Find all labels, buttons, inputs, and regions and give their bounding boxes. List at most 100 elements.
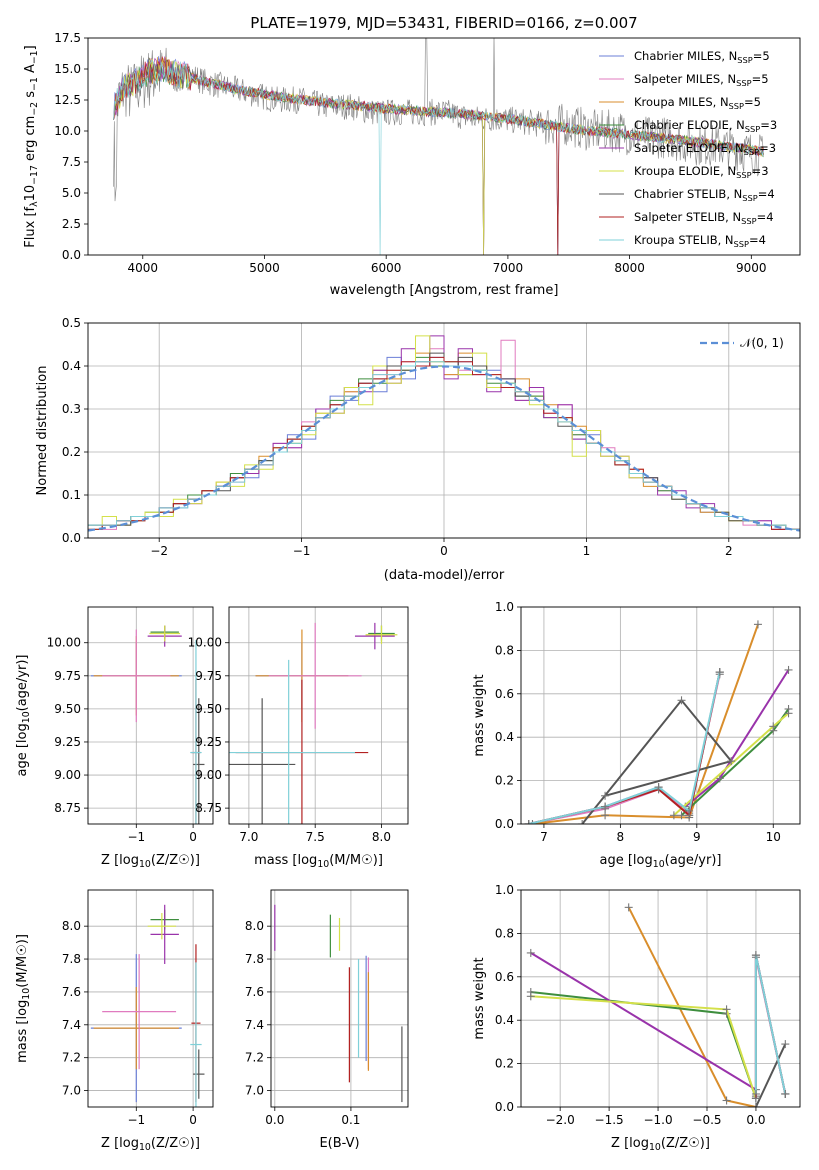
age-vs-z-ylabel: age [log10(age/yr)] <box>15 655 32 777</box>
weight-vs-z-ytick-label: 0.8 <box>495 926 514 940</box>
age-vs-mass-xlabel-part: mass [log <box>254 853 317 868</box>
age-vs-z-axes: −1 0 8.75 9.00 9.25 9.50 9.75 10.00 <box>47 607 213 844</box>
weight-vs-age-line <box>532 624 759 824</box>
residuals-axes: −2 −1 0 1 2 0.0 0.1 0.2 0.3 0.4 0.5 <box>62 316 800 558</box>
weight-vs-z-xlabel-part: Z [log <box>611 1136 649 1151</box>
age-vs-z-xtick-label: 0 <box>189 830 197 844</box>
mass-vs-z-xlabel-part: Z [log <box>101 1136 139 1151</box>
weight-vs-z-line <box>754 954 787 1095</box>
weight-vs-z-plot <box>526 903 790 1107</box>
spectrum-axes: 4000 5000 6000 7000 8000 9000 0.0 2.5 5.0 7.5 10.0… <box>54 31 766 275</box>
residuals-frame <box>87 322 801 539</box>
spectrum-xlabel: wavelength [Angstrom, rest frame] <box>330 283 559 298</box>
weight-vs-age-xtick-label: 9 <box>693 830 701 844</box>
legend-label-part: =3 <box>759 141 776 155</box>
legend-label-part: Salpeter ELODIE, N <box>634 141 744 155</box>
weight-vs-age-xlabel-part: (age/yr)] <box>665 853 722 868</box>
age-vs-z-ytick-label: 8.75 <box>54 801 81 815</box>
legend-label-part: SSP <box>742 193 757 203</box>
legend-label: Chabrier STELIB, NSSP=4 <box>634 187 775 203</box>
mass-vs-z-ytick-label: 8.0 <box>62 919 81 933</box>
legend-label-part: =3 <box>760 118 777 132</box>
weight-vs-z-xlabel: Z [log10(Z/Z☉)] <box>611 1136 710 1153</box>
mass-vs-ebv-ytick-label: 7.6 <box>245 985 264 999</box>
age-vs-z-xlabel-part: Z [log <box>101 853 139 868</box>
weight-vs-z-xtick-label: −2.0 <box>546 1113 575 1127</box>
spectrum-ytick-label: 0.0 <box>62 248 81 262</box>
spectrum-ylabel-part: ] <box>23 45 38 50</box>
spectrum-model-line <box>113 56 764 255</box>
spectrum-ytick-label: 12.5 <box>54 93 81 107</box>
age-vs-mass-plot <box>229 622 398 824</box>
mass-vs-z-ytick-label: 7.8 <box>62 952 81 966</box>
weight-vs-z-ytick-label: 0.2 <box>495 1057 514 1071</box>
weight-vs-z-line <box>754 1043 787 1107</box>
weight-vs-age-xtick-label: 8 <box>617 830 625 844</box>
legend-label-part: Chabrier STELIB, N <box>634 187 742 201</box>
spectrum-ylabel-part: −2 <box>29 102 40 116</box>
mass-vs-z-ylabel: mass [log10(M/M☉)] <box>15 934 32 1063</box>
spectrum-ylabel: Flux [fλ10−17 erg cm−2 s−1 A−1] <box>23 45 40 247</box>
legend-label: Kroupa STELIB, NSSP=4 <box>634 233 766 249</box>
age-vs-z-ylabel-part: (age/yr)] <box>15 655 30 712</box>
mass-vs-z-xlabel-part: (Z/Z☉)] <box>151 1136 200 1151</box>
spectrum-ytick-label: 7.5 <box>62 155 81 169</box>
residuals-gaussian <box>88 365 800 532</box>
weight-vs-age-ytick-label: 0.8 <box>495 643 514 657</box>
mass-vs-z-xlabel-part: 10 <box>139 1142 151 1153</box>
weight-vs-age-xlabel: age [log10(age/yr)] <box>600 853 722 870</box>
spectrum-model-line <box>113 56 764 255</box>
residuals-ytick-label: 0.4 <box>62 359 81 373</box>
spectrum-plot <box>113 38 764 255</box>
spectrum-ylabel-part: Flux [f <box>23 206 38 247</box>
age-vs-z-plot <box>90 625 205 824</box>
age-vs-z-xlabel: Z [log10(Z/Z☉)] <box>101 853 200 870</box>
legend-label-part: Salpeter STELIB, N <box>634 210 741 224</box>
age-vs-mass-frame <box>228 606 409 825</box>
spectrum-ytick-label: 2.5 <box>62 217 81 231</box>
weight-vs-z-line <box>530 952 757 1091</box>
residuals-xlabel: (data-model)/error <box>384 568 505 583</box>
mass-vs-ebv-ytick-label: 8.0 <box>245 919 264 933</box>
age-vs-mass-ytick-label: 9.25 <box>195 735 222 749</box>
weight-vs-age-xtick-label: 10 <box>766 830 781 844</box>
mass-vs-ebv-ytick-label: 7.0 <box>245 1084 264 1098</box>
weight-vs-age-ylabel: mass weight <box>472 674 487 756</box>
residuals-xtick-label: −2 <box>150 544 168 558</box>
age-vs-z-ytick-label: 9.25 <box>54 735 81 749</box>
age-vs-z-xlabel-part: 10 <box>139 859 151 870</box>
spectrum-xtick-label: 5000 <box>249 261 280 275</box>
legend-label-part: Kroupa ELODIE, N <box>634 164 736 178</box>
mass-vs-ebv-ytick-label: 7.2 <box>245 1051 264 1065</box>
spectrum-xtick-label: 8000 <box>614 261 645 275</box>
legend-label-part: SSP <box>744 147 759 157</box>
spectrum-frame <box>87 37 801 256</box>
spectrum-ylabel-part: −1 <box>29 50 40 64</box>
spectrum-ylabel-part: A <box>23 64 38 77</box>
weight-vs-z-xlabel-part: (Z/Z☉)] <box>661 1136 710 1151</box>
legend-label-part: =5 <box>744 95 761 109</box>
mass-vs-ebv-frame <box>270 889 409 1108</box>
age-vs-z-xtick-label: −1 <box>127 830 145 844</box>
weight-vs-z-xtick-label: −0.5 <box>692 1113 721 1127</box>
spectrum-ylabel-part: λ <box>29 201 40 207</box>
age-vs-mass-ytick-label: 9.75 <box>195 669 222 683</box>
spectrum-ylabel-part: 10 <box>23 185 38 202</box>
age-vs-z-ytick-label: 10.00 <box>47 636 81 650</box>
mass-vs-z-ytick-label: 7.0 <box>62 1084 81 1098</box>
weight-vs-age-plot <box>524 620 793 824</box>
spectrum-ylabel-part: −17 <box>29 165 40 185</box>
age-vs-mass-xlabel-part: 10 <box>317 859 329 870</box>
mass-vs-ebv-plot <box>274 904 403 1103</box>
weight-vs-age-ytick-label: 0.2 <box>495 774 514 788</box>
legend-label: Salpeter MILES, NSSP=5 <box>634 72 769 88</box>
spectrum-ytick-label: 15.0 <box>54 62 81 76</box>
age-vs-z-ylabel-part: 10 <box>21 711 32 723</box>
mass-vs-z-xtick-label: −1 <box>127 1113 145 1127</box>
mass-vs-z-xlabel: Z [log10(Z/Z☉)] <box>101 1136 200 1153</box>
weight-vs-z-frame <box>520 889 801 1108</box>
weight-vs-age-ytick-label: 0.0 <box>495 817 514 831</box>
spectrum-model-line <box>113 57 764 255</box>
